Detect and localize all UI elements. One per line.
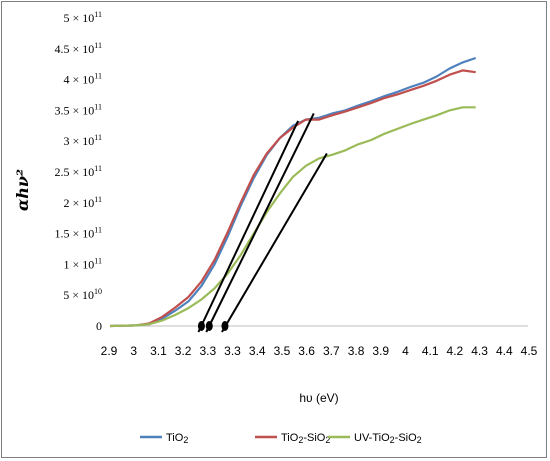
intercept-marker: [197, 321, 205, 331]
tangent-line: [197, 120, 300, 333]
x-tick-label: 4.5: [521, 344, 538, 358]
legend-label: TiO2-SiO2: [281, 432, 330, 445]
y-tick-label: 0: [96, 319, 102, 333]
y-tick-label: 1 × 1011: [64, 256, 102, 271]
y-tick-label: 2 × 1011: [64, 195, 102, 210]
x-axis-tick-labels: 2.9 3 3.1 3.2 3.3 3.3 3.4 3.5 3.6 3.7 3.8 3.9 4 4.1 4.…: [101, 344, 538, 358]
tangent-lines: [197, 113, 328, 333]
legend: TiO2 TiO2-SiO2 UV-TiO2-SiO2: [140, 432, 422, 445]
tangent-line: [221, 153, 328, 333]
x-tick-label: 3: [130, 344, 137, 358]
y-tick-label: 4 × 1011: [64, 72, 102, 87]
y-tick-label: 3 × 1011: [64, 133, 102, 148]
y-tick-label: 3.5 × 1011: [55, 102, 102, 117]
x-tick-label: 3.2: [175, 344, 192, 358]
x-tick-label: 3.7: [323, 344, 340, 358]
x-tick-label: 2.9: [101, 344, 118, 358]
x-axis-label: hυ (eV): [299, 391, 338, 405]
series-line-tio2: [109, 56, 477, 328]
y-tick-label: 1.5 × 1011: [55, 226, 102, 241]
x-tick-label: 4.4: [496, 344, 513, 358]
intercept-marker: [221, 321, 229, 331]
x-tick-label: 3.6: [298, 344, 315, 358]
series-line-uv-tio2-sio2: [109, 106, 476, 328]
series-line-tio2-sio2: [109, 69, 476, 328]
y-axis-tick-labels: 0 5 × 1010 1 × 1011 1.5 × 1011 2 × 1011 2.5 ×…: [55, 10, 102, 333]
y-tick-label: 2.5 × 1011: [55, 164, 102, 179]
y-axis-label: αhν²: [13, 169, 32, 211]
x-tick-label: 3.3: [224, 344, 241, 358]
x-tick-label: 3.5: [274, 344, 291, 358]
x-tick-label: 3.1: [150, 344, 167, 358]
x-tick-label: 4.1: [422, 344, 439, 358]
x-tick-label: 4: [402, 344, 409, 358]
x-tick-label: 4.2: [447, 344, 464, 358]
y-tick-label: 5 × 1010: [63, 287, 102, 302]
series-group: [109, 56, 477, 328]
intercept-marker: [205, 321, 213, 331]
y-tick-label: 5 × 1011: [64, 10, 102, 25]
tangent-line: [205, 113, 315, 333]
legend-label: UV-TiO2-SiO2: [354, 432, 422, 445]
x-tick-label: 3.3: [199, 344, 216, 358]
x-tick-label: 3.9: [372, 344, 389, 358]
x-tick-label: 4.3: [471, 344, 488, 358]
y-tick-label: 4.5 × 1011: [55, 41, 102, 56]
legend-label: TiO2: [166, 432, 188, 445]
x-tick-label: 3.4: [249, 344, 266, 358]
x-tick-label: 3.8: [348, 344, 365, 358]
